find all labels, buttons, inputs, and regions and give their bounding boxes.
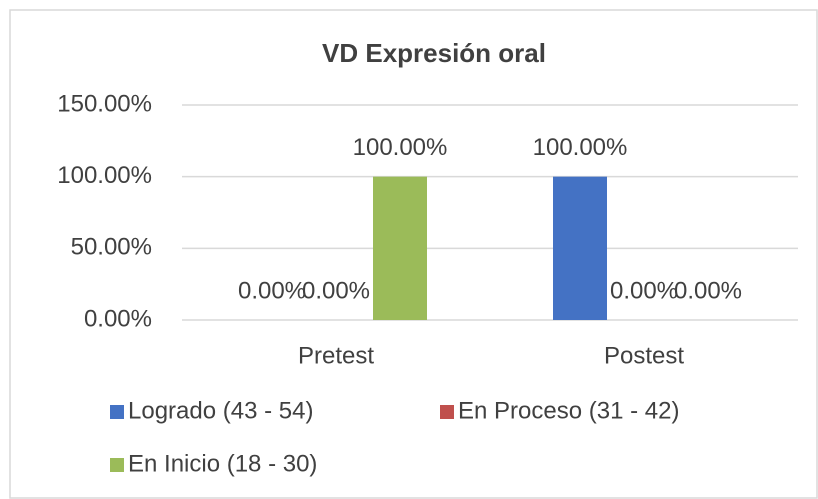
y-tick-label: 50.00% <box>71 234 152 261</box>
y-tick-label: 0.00% <box>84 305 152 332</box>
legend-swatch <box>110 405 124 419</box>
data-label: 0.00% <box>302 277 370 304</box>
data-label: 0.00% <box>610 277 678 304</box>
data-label: 100.00% <box>353 134 448 161</box>
x-tick-label: Pretest <box>298 342 374 369</box>
data-label: 100.00% <box>533 134 628 161</box>
y-tick-label: 150.00% <box>57 90 152 117</box>
y-tick-label: 100.00% <box>57 162 152 189</box>
bar <box>373 176 427 320</box>
bar <box>553 176 607 320</box>
legend-label: En Proceso (31 - 42) <box>458 397 679 424</box>
x-tick-label: Postest <box>604 342 684 369</box>
legend-swatch <box>440 405 454 419</box>
legend-swatch <box>110 458 124 472</box>
data-label: 0.00% <box>674 277 742 304</box>
data-label: 0.00% <box>238 277 306 304</box>
legend-label: Logrado (43 - 54) <box>128 397 313 424</box>
legend-label: En Inicio (18 - 30) <box>128 450 317 477</box>
chart-title: VD Expresión oral <box>322 38 546 68</box>
